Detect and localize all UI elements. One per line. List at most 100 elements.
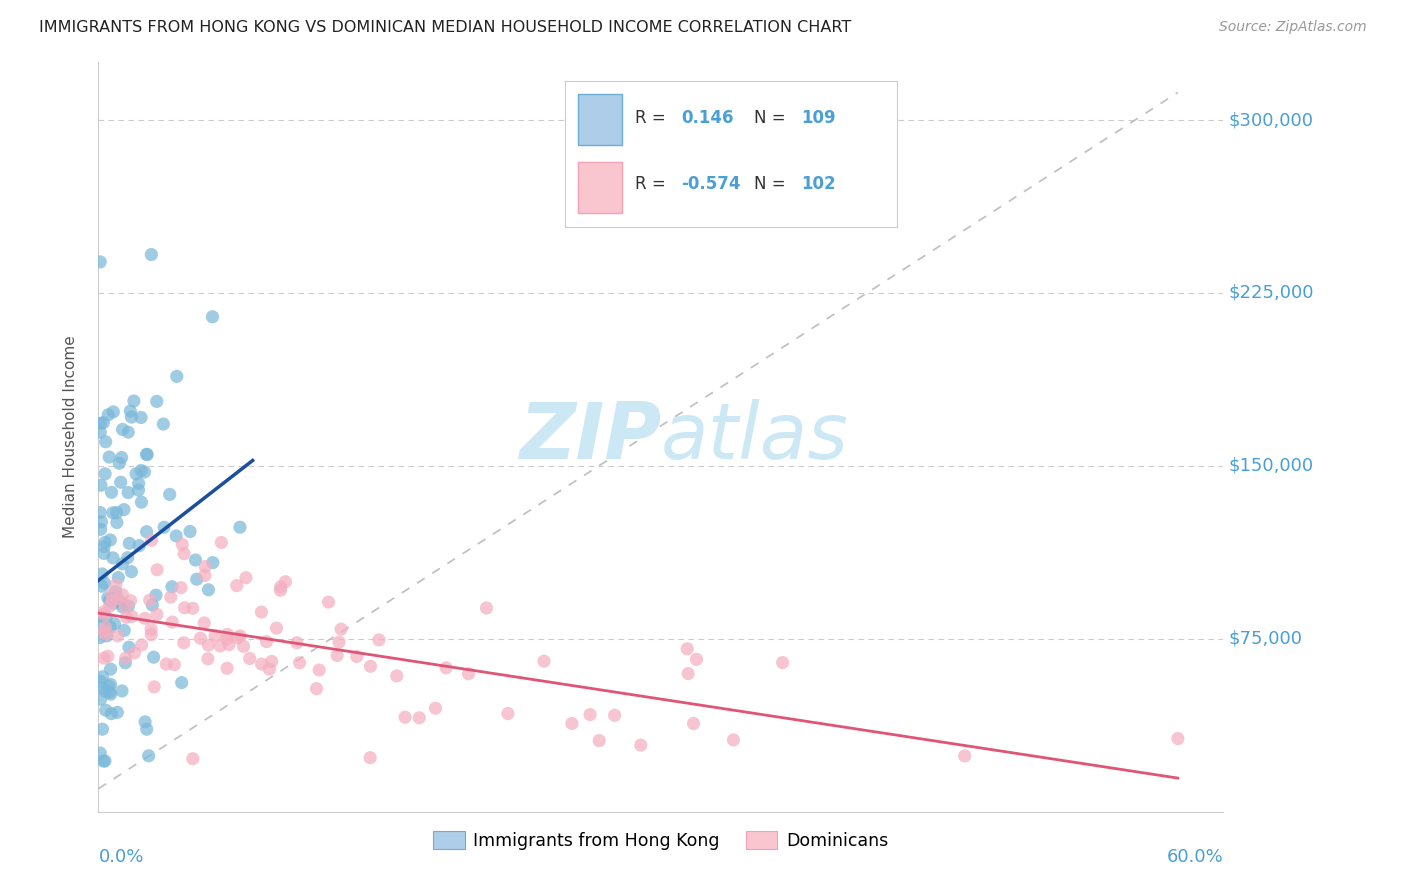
Point	[172, 537, 194, 551]
Point	[152, 417, 174, 431]
Point	[114, 651, 136, 665]
Point	[285, 636, 308, 650]
Point	[91, 566, 114, 581]
Point	[114, 599, 136, 614]
Point	[135, 447, 157, 461]
Point	[105, 506, 128, 520]
Point	[90, 515, 112, 529]
Point	[98, 450, 121, 464]
Point	[89, 506, 111, 520]
Point	[105, 516, 128, 530]
Point	[107, 571, 129, 585]
Point	[143, 680, 166, 694]
Point	[138, 748, 160, 763]
Point	[159, 590, 181, 604]
Point	[97, 591, 120, 605]
Point	[266, 621, 288, 635]
Point	[215, 632, 238, 646]
Point	[93, 651, 115, 665]
Text: $225,000: $225,000	[1229, 284, 1315, 302]
Point	[723, 732, 745, 747]
Point	[139, 623, 162, 637]
Point	[90, 478, 112, 492]
Point	[141, 598, 163, 612]
Point	[496, 706, 519, 721]
Point	[561, 716, 583, 731]
Point	[117, 550, 139, 565]
Point	[326, 648, 349, 663]
Point	[100, 706, 122, 721]
Point	[104, 584, 127, 599]
Point	[100, 485, 122, 500]
Point	[94, 535, 117, 549]
Point	[129, 463, 152, 477]
Point	[134, 714, 156, 729]
Point	[630, 738, 652, 752]
Point	[94, 703, 117, 717]
Point	[112, 502, 135, 516]
Point	[94, 434, 117, 449]
Point	[129, 410, 152, 425]
Point	[186, 572, 208, 586]
Point	[101, 593, 124, 607]
Point	[93, 576, 115, 591]
Point	[100, 591, 122, 606]
Point	[588, 733, 610, 747]
Point	[97, 679, 120, 693]
Point	[146, 563, 169, 577]
Point	[96, 610, 118, 624]
Point	[100, 687, 122, 701]
Point	[239, 651, 262, 665]
Point	[122, 394, 145, 409]
Point	[97, 408, 120, 422]
Point	[110, 475, 132, 490]
Point	[118, 640, 141, 655]
Point	[259, 662, 281, 676]
Point	[153, 520, 176, 534]
Point	[114, 656, 136, 670]
Point	[197, 638, 219, 652]
Point	[97, 649, 120, 664]
Point	[330, 622, 353, 636]
Point	[103, 405, 125, 419]
Point	[260, 655, 283, 669]
Point	[120, 565, 142, 579]
Point	[89, 746, 111, 760]
Point	[256, 634, 278, 648]
Legend: Immigrants from Hong Kong, Dominicans: Immigrants from Hong Kong, Dominicans	[426, 824, 896, 857]
Point	[89, 631, 111, 645]
Point	[100, 662, 122, 676]
Point	[93, 540, 115, 554]
Point	[328, 635, 350, 649]
Point	[117, 599, 139, 613]
Point	[89, 609, 111, 624]
Point	[181, 601, 204, 615]
Text: ZIP: ZIP	[519, 399, 661, 475]
Point	[204, 629, 226, 643]
Point	[111, 557, 134, 571]
Point	[475, 601, 498, 615]
Point	[193, 615, 215, 630]
Point	[145, 394, 167, 409]
Point	[107, 629, 129, 643]
Point	[425, 701, 447, 715]
Point	[197, 582, 219, 597]
Point	[117, 485, 139, 500]
Point	[98, 593, 121, 607]
Text: $300,000: $300,000	[1229, 112, 1313, 129]
Point	[250, 657, 273, 671]
Point	[209, 639, 232, 653]
Text: $75,000: $75,000	[1229, 630, 1303, 648]
Point	[163, 657, 186, 672]
Point	[90, 617, 112, 632]
Point	[368, 632, 391, 647]
Point	[218, 638, 240, 652]
Point	[118, 536, 141, 550]
Point	[98, 533, 121, 547]
Point	[346, 649, 368, 664]
Point	[101, 506, 124, 520]
Point	[89, 417, 111, 431]
Point	[94, 627, 117, 641]
Point	[142, 650, 165, 665]
Point	[533, 654, 555, 668]
